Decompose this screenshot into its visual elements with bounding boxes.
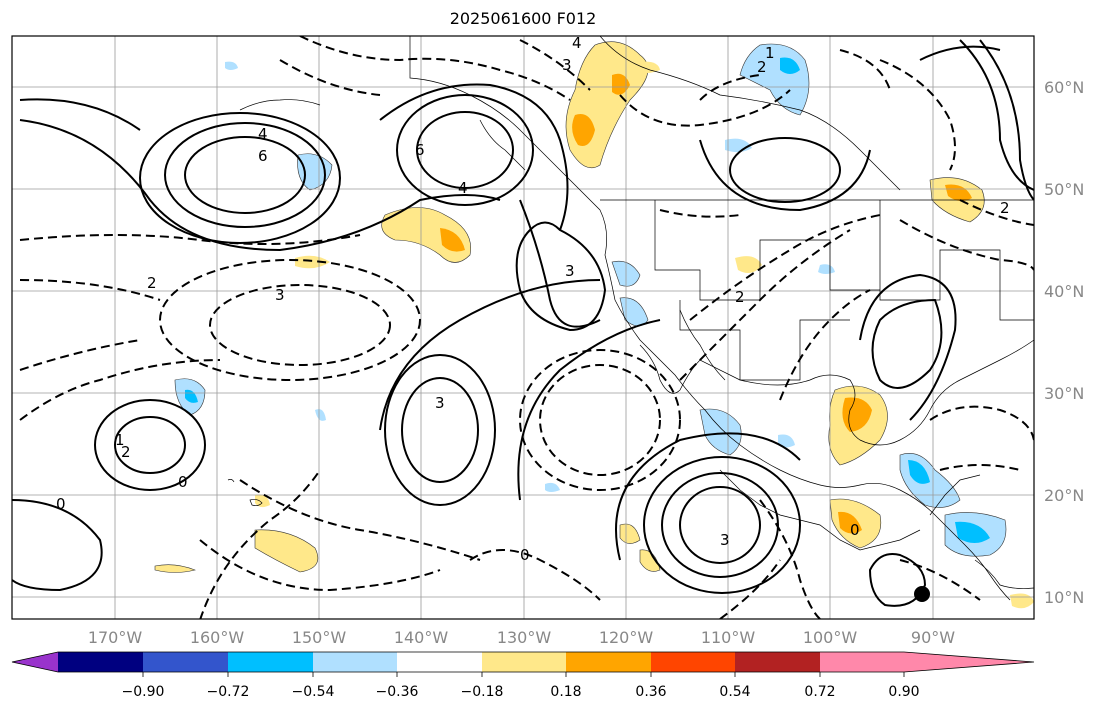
colorbar-label: −0.18 [461,684,504,700]
lat-tick-label: 10°N [1044,588,1084,607]
colorbar-label: 0.36 [635,684,666,700]
colorbar-label: 0.90 [888,684,919,700]
contour-label: 2 [1000,199,1010,217]
contour-label: 3 [562,56,572,74]
lat-tick-label: 20°N [1044,486,1084,505]
colorbar-segment [58,652,143,672]
contour-label: 6 [258,147,268,165]
colorbar: −0.90 −0.72 −0.54 −0.36 −0.18 0.18 0.36 … [11,651,1035,700]
contour-label: 2 [121,443,131,461]
lon-tick-label: 100°W [803,628,858,647]
colorbar-segment [482,652,566,672]
contour-label: 4 [458,179,468,197]
lat-tick-label: 50°N [1044,180,1084,199]
lat-tick-label: 30°N [1044,384,1084,403]
colorbar-label: 0.18 [550,684,581,700]
contour-label: 6 [415,141,425,159]
contour-label: 4 [258,125,268,143]
colorbar-label: −0.90 [122,684,165,700]
lon-tick-label: 150°W [292,628,347,647]
contour-label: 0 [56,495,66,513]
colorbar-label: −0.36 [376,684,419,700]
map-frame [11,35,1035,620]
contour-label: 1 [765,44,775,62]
contour-label: 3 [720,531,730,549]
colorbar-segment [397,652,482,672]
lon-tick-label: 130°W [497,628,552,647]
lat-tick-label: 40°N [1044,282,1084,301]
contour-label: 3 [565,262,575,280]
colorbar-label: 0.54 [719,684,750,700]
contour-label: 3 [435,394,445,412]
lon-tick-label: 120°W [599,628,654,647]
positive-contours [12,39,1034,607]
colorbar-extend-low [12,652,58,672]
contour-label: 0 [178,473,188,491]
latitude-labels: 60°N 50°N 40°N 30°N 20°N 10°N [1044,78,1084,607]
contour-label: 1 [115,431,125,449]
colorbar-label: −0.54 [292,684,335,700]
lon-tick-label: 160°W [190,628,245,647]
point-marker [914,586,930,602]
contour-labels: 6 4 6 4 3 3 2 3 2 3 4 3 2 2 2 0 0 0 0 1 … [56,34,1010,564]
colorbar-label: −0.72 [207,684,250,700]
lat-tick-label: 60°N [1044,78,1084,97]
colorbar-extend-high [904,652,1034,672]
colorbar-segment [566,652,651,672]
contour-label: 0 [520,546,530,564]
longitude-labels: 170°W 160°W 150°W 140°W 130°W 120°W 110°… [88,628,955,647]
colorbar-segment [143,652,228,672]
negative-contours [19,36,1034,619]
contour-label: 0 [850,521,860,539]
contour-label: 2 [147,274,157,292]
colorbar-segment [735,652,820,672]
map-area [12,36,1034,619]
contour-label: 4 [572,34,582,52]
colorbar-segment [820,652,904,672]
colorbar-segment [651,652,735,672]
lon-tick-label: 90°W [911,628,955,647]
graticule [12,36,1034,619]
lon-tick-label: 110°W [701,628,756,647]
contour-label: 3 [275,286,285,304]
colorbar-segment [228,652,313,672]
colorbar-segment [313,652,397,672]
lon-tick-label: 170°W [88,628,143,647]
map-title: 2025061600 F012 [449,9,597,28]
contour-label: 2 [735,288,745,306]
colorbar-label: 0.72 [804,684,835,700]
contour-label: 2 [757,58,767,76]
lon-tick-label: 140°W [394,628,449,647]
